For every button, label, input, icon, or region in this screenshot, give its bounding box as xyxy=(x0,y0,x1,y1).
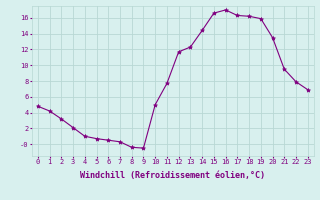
X-axis label: Windchill (Refroidissement éolien,°C): Windchill (Refroidissement éolien,°C) xyxy=(80,171,265,180)
